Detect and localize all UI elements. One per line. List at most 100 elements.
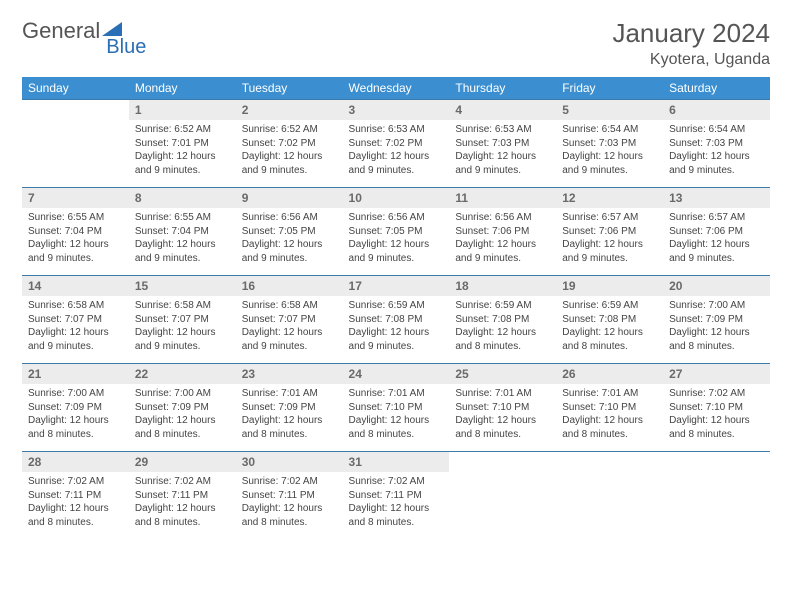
calendar-cell: 12Sunrise: 6:57 AMSunset: 7:06 PMDayligh… <box>556 188 663 276</box>
day-detail-line: Sunset: 7:10 PM <box>455 401 550 415</box>
day-detail-line: Sunset: 7:11 PM <box>349 489 444 503</box>
calendar-week: 1Sunrise: 6:52 AMSunset: 7:01 PMDaylight… <box>22 100 770 188</box>
day-detail-line: Sunset: 7:10 PM <box>669 401 764 415</box>
day-detail-line: Sunrise: 7:02 AM <box>669 387 764 401</box>
day-detail-line: Sunrise: 6:58 AM <box>28 299 123 313</box>
day-details: Sunrise: 6:52 AMSunset: 7:01 PMDaylight:… <box>129 120 236 187</box>
day-detail-line: Daylight: 12 hours <box>135 502 230 516</box>
calendar-cell: 3Sunrise: 6:53 AMSunset: 7:02 PMDaylight… <box>343 100 450 188</box>
calendar-cell <box>663 452 770 540</box>
day-details: Sunrise: 7:02 AMSunset: 7:11 PMDaylight:… <box>343 472 450 539</box>
day-detail-line: Daylight: 12 hours <box>135 414 230 428</box>
calendar-cell: 9Sunrise: 6:56 AMSunset: 7:05 PMDaylight… <box>236 188 343 276</box>
day-number: 29 <box>129 452 236 472</box>
calendar-cell <box>449 452 556 540</box>
day-detail-line: Sunset: 7:08 PM <box>455 313 550 327</box>
day-number: 22 <box>129 364 236 384</box>
day-detail-line: Daylight: 12 hours <box>562 326 657 340</box>
calendar-cell: 18Sunrise: 6:59 AMSunset: 7:08 PMDayligh… <box>449 276 556 364</box>
day-detail-line: and 8 minutes. <box>28 516 123 530</box>
day-detail-line: Sunrise: 6:59 AM <box>562 299 657 313</box>
day-detail-line: Daylight: 12 hours <box>135 326 230 340</box>
day-details: Sunrise: 6:53 AMSunset: 7:03 PMDaylight:… <box>449 120 556 187</box>
day-details: Sunrise: 6:56 AMSunset: 7:06 PMDaylight:… <box>449 208 556 275</box>
day-number: 13 <box>663 188 770 208</box>
day-number: 6 <box>663 100 770 120</box>
day-detail-line: Sunrise: 7:01 AM <box>349 387 444 401</box>
day-details: Sunrise: 6:56 AMSunset: 7:05 PMDaylight:… <box>236 208 343 275</box>
day-detail-line: and 9 minutes. <box>455 164 550 178</box>
day-details <box>663 470 770 483</box>
calendar-cell: 28Sunrise: 7:02 AMSunset: 7:11 PMDayligh… <box>22 452 129 540</box>
calendar-cell: 10Sunrise: 6:56 AMSunset: 7:05 PMDayligh… <box>343 188 450 276</box>
calendar-cell: 2Sunrise: 6:52 AMSunset: 7:02 PMDaylight… <box>236 100 343 188</box>
day-detail-line: Daylight: 12 hours <box>28 326 123 340</box>
day-number: 30 <box>236 452 343 472</box>
day-detail-line: Daylight: 12 hours <box>669 238 764 252</box>
day-detail-line: Daylight: 12 hours <box>455 150 550 164</box>
day-detail-line: Daylight: 12 hours <box>349 238 444 252</box>
calendar-week: 21Sunrise: 7:00 AMSunset: 7:09 PMDayligh… <box>22 364 770 452</box>
day-detail-line: Daylight: 12 hours <box>669 414 764 428</box>
day-number: 7 <box>22 188 129 208</box>
day-detail-line: Sunrise: 6:55 AM <box>28 211 123 225</box>
day-details: Sunrise: 6:59 AMSunset: 7:08 PMDaylight:… <box>556 296 663 363</box>
day-detail-line: and 9 minutes. <box>562 252 657 266</box>
calendar-cell: 20Sunrise: 7:00 AMSunset: 7:09 PMDayligh… <box>663 276 770 364</box>
day-detail-line: Sunrise: 6:58 AM <box>135 299 230 313</box>
day-details: Sunrise: 7:02 AMSunset: 7:10 PMDaylight:… <box>663 384 770 451</box>
day-details: Sunrise: 7:01 AMSunset: 7:10 PMDaylight:… <box>449 384 556 451</box>
day-detail-line: Daylight: 12 hours <box>242 326 337 340</box>
day-detail-line: Sunset: 7:11 PM <box>28 489 123 503</box>
day-number: 1 <box>129 100 236 120</box>
day-detail-line: and 8 minutes. <box>242 516 337 530</box>
day-number: 5 <box>556 100 663 120</box>
day-details: Sunrise: 6:55 AMSunset: 7:04 PMDaylight:… <box>22 208 129 275</box>
day-details: Sunrise: 6:58 AMSunset: 7:07 PMDaylight:… <box>129 296 236 363</box>
day-detail-line: and 8 minutes. <box>349 428 444 442</box>
day-detail-line: Sunset: 7:03 PM <box>562 137 657 151</box>
dow-saturday: Saturday <box>663 77 770 100</box>
day-details: Sunrise: 6:53 AMSunset: 7:02 PMDaylight:… <box>343 120 450 187</box>
day-number: 2 <box>236 100 343 120</box>
day-detail-line: Sunrise: 7:02 AM <box>135 475 230 489</box>
day-details: Sunrise: 7:00 AMSunset: 7:09 PMDaylight:… <box>129 384 236 451</box>
day-details: Sunrise: 6:57 AMSunset: 7:06 PMDaylight:… <box>556 208 663 275</box>
day-detail-line: Daylight: 12 hours <box>349 502 444 516</box>
day-number: 8 <box>129 188 236 208</box>
header: General Blue January 2024 Kyotera, Ugand… <box>22 18 770 69</box>
day-number: 18 <box>449 276 556 296</box>
day-details: Sunrise: 6:58 AMSunset: 7:07 PMDaylight:… <box>22 296 129 363</box>
day-detail-line: Sunset: 7:11 PM <box>242 489 337 503</box>
day-detail-line: Sunset: 7:06 PM <box>562 225 657 239</box>
day-detail-line: Daylight: 12 hours <box>349 326 444 340</box>
day-detail-line: and 8 minutes. <box>28 428 123 442</box>
day-detail-line: Sunset: 7:07 PM <box>135 313 230 327</box>
day-detail-line: Sunrise: 7:00 AM <box>135 387 230 401</box>
day-detail-line: and 9 minutes. <box>349 164 444 178</box>
calendar-cell <box>556 452 663 540</box>
day-detail-line: Sunset: 7:06 PM <box>669 225 764 239</box>
day-number: 4 <box>449 100 556 120</box>
day-detail-line: and 9 minutes. <box>135 252 230 266</box>
day-detail-line: and 9 minutes. <box>562 164 657 178</box>
day-number: 16 <box>236 276 343 296</box>
day-number: 9 <box>236 188 343 208</box>
day-detail-line: Sunset: 7:01 PM <box>135 137 230 151</box>
calendar-cell: 24Sunrise: 7:01 AMSunset: 7:10 PMDayligh… <box>343 364 450 452</box>
day-detail-line: and 8 minutes. <box>562 340 657 354</box>
day-number <box>22 100 129 118</box>
day-detail-line: Daylight: 12 hours <box>242 414 337 428</box>
calendar-cell: 13Sunrise: 6:57 AMSunset: 7:06 PMDayligh… <box>663 188 770 276</box>
day-detail-line: Sunset: 7:11 PM <box>135 489 230 503</box>
day-detail-line: Sunrise: 7:02 AM <box>349 475 444 489</box>
calendar-cell: 26Sunrise: 7:01 AMSunset: 7:10 PMDayligh… <box>556 364 663 452</box>
day-details: Sunrise: 6:52 AMSunset: 7:02 PMDaylight:… <box>236 120 343 187</box>
day-details: Sunrise: 7:01 AMSunset: 7:10 PMDaylight:… <box>556 384 663 451</box>
day-number: 21 <box>22 364 129 384</box>
day-number: 3 <box>343 100 450 120</box>
day-detail-line: Sunset: 7:09 PM <box>242 401 337 415</box>
day-detail-line: Daylight: 12 hours <box>455 326 550 340</box>
day-detail-line: Sunrise: 7:01 AM <box>562 387 657 401</box>
calendar-cell: 19Sunrise: 6:59 AMSunset: 7:08 PMDayligh… <box>556 276 663 364</box>
